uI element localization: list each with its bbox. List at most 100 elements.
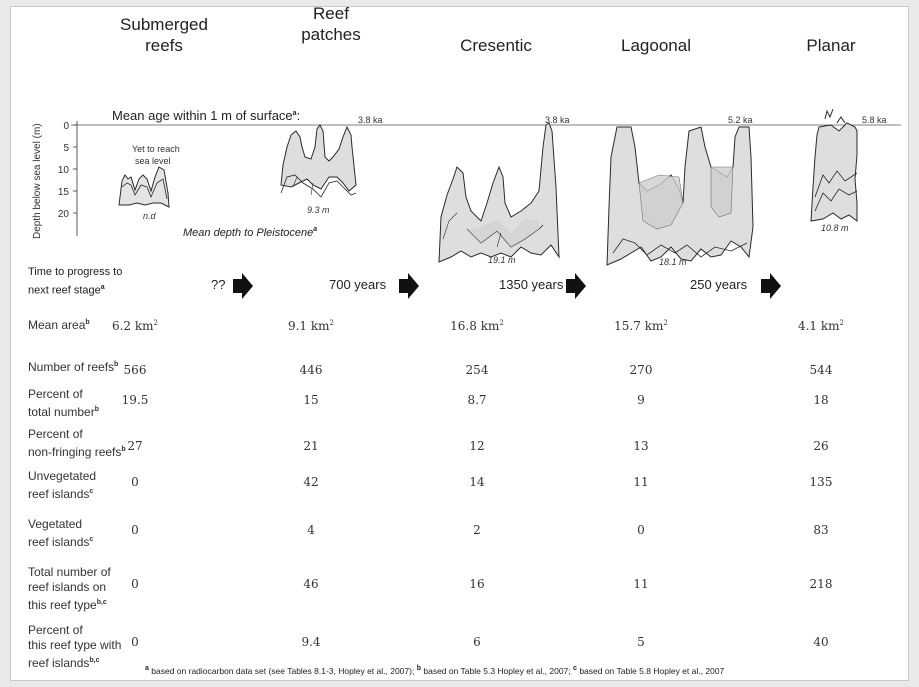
cresentic-profile — [438, 122, 560, 263]
row-label-line: reef islands on — [28, 580, 107, 594]
table-cell: 0 — [95, 635, 175, 649]
table-cell: 13 — [601, 439, 681, 453]
stage-title-patches: Reef patches — [276, 3, 386, 45]
row-label: Percent of non-fringing reefsb — [28, 427, 126, 460]
footnote-marker: a — [100, 284, 105, 291]
table-cell: 0 — [95, 577, 175, 591]
cell-value: 270 — [629, 363, 653, 377]
row-label: Unvegetated reef islandsc — [28, 469, 96, 502]
submerged-note: sea level — [135, 156, 171, 166]
unit-superscript: 2 — [663, 319, 668, 327]
row-label-line: Mean area — [28, 318, 86, 332]
cell-value: 254 — [465, 363, 489, 377]
row-label-line-wrap: reef islandsc — [28, 484, 96, 502]
depth-tick-label: 15 — [58, 187, 70, 198]
cell-value: 0 — [131, 635, 139, 649]
depth-label-planar: 10.8 m — [821, 223, 849, 233]
depth-tick-label: 5 — [63, 143, 69, 154]
cell-value: 9 — [637, 393, 645, 407]
cell-value: 4.1 km — [797, 319, 840, 333]
age-label-patches: 3.8 ka — [358, 115, 383, 125]
table-cell: 6 — [437, 635, 517, 649]
age-label-cresentic: 3.8 ka — [545, 115, 570, 125]
figure-card: Submerged reefs Reef patches Cresentic L… — [10, 3, 909, 681]
footnote-marker: b,c — [96, 599, 107, 606]
cell-value: 6.2 km — [111, 319, 154, 333]
stage-title-line: Submerged — [120, 15, 208, 34]
row-label-line: Vegetated — [28, 517, 83, 531]
row-label-line-wrap: total numberb — [28, 402, 99, 420]
table-cell: 0 — [95, 475, 175, 489]
unit-superscript: 2 — [499, 319, 504, 327]
unit-superscript: 2 — [839, 319, 845, 327]
reef-cross-section-diagram: 0 5 10 15 20 Depth below sea level (m) M… — [32, 108, 901, 267]
table-cell: 16.8 km2 — [437, 319, 517, 333]
stage-title-cresentic: Cresentic — [436, 35, 556, 56]
table-cell: 46 — [271, 577, 351, 591]
cell-value: 26 — [813, 439, 829, 453]
cell-value: 2 — [473, 523, 481, 537]
row-label-line: Percent of — [28, 427, 83, 441]
row-label-line: Percent of — [28, 623, 83, 637]
table-cell: 18 — [781, 393, 861, 407]
cell-value: 16 — [469, 577, 485, 591]
cell-value: 5 — [637, 635, 645, 649]
footnote-marker: c — [573, 665, 577, 672]
progress-arrow-icon — [399, 273, 419, 299]
footnote-marker: b — [114, 361, 119, 368]
row-label: Vegetated reef islandsc — [28, 517, 93, 550]
cell-value: 46 — [303, 577, 319, 591]
footnote-marker: c — [89, 488, 94, 495]
table-cell: 26 — [781, 439, 861, 453]
cell-value: 15.7 km — [614, 319, 664, 333]
row-label-line: total number — [28, 405, 95, 419]
table-cell: 83 — [781, 523, 861, 537]
progress-arrow-icon — [233, 273, 253, 299]
age-label-planar: 5.8 ka — [862, 115, 887, 125]
row-label-line-wrap: reef islandsb,c — [28, 653, 121, 671]
depth-label-cresentic: 19.1 m — [488, 255, 516, 265]
table-cell: 254 — [437, 363, 517, 377]
submerged-note: Yet to reach — [132, 144, 180, 154]
stage-title-line: patches — [301, 25, 361, 44]
cell-value: 9.4 — [301, 635, 321, 649]
progress-arrow-icon — [761, 273, 781, 299]
row-label-line-wrap: this reef typeb,c — [28, 595, 111, 613]
row-label-line-wrap: Mean areab — [28, 315, 90, 333]
reef-patches-profile — [280, 124, 357, 198]
stage-title-planar: Planar — [781, 35, 881, 56]
cell-value: 0 — [131, 577, 139, 591]
cell-value: 544 — [809, 363, 833, 377]
mean-depth-label: Mean depth to Pleistocenea — [183, 226, 317, 239]
row-label-line: reef islands — [28, 535, 90, 549]
depth-label-lagoonal: 18.1 m — [659, 257, 687, 267]
table-cell: 27 — [95, 439, 175, 453]
table-cell: 270 — [601, 363, 681, 377]
cell-value: 6 — [473, 635, 481, 649]
cell-value: 16.8 km — [450, 319, 500, 333]
progress-label-line: Time to progress to — [28, 266, 123, 278]
table-cell: 5 — [601, 635, 681, 649]
progress-label-line: next reef stage — [28, 284, 101, 297]
table-cell: 14 — [437, 475, 517, 489]
footnote-marker: c — [89, 536, 94, 543]
age-label-lagoonal: 5.2 ka — [728, 115, 753, 125]
table-cell: 135 — [781, 475, 861, 489]
footnotes: a based on radiocarbon data set (see Tab… — [145, 665, 724, 676]
row-label-line: Percent of — [28, 387, 83, 401]
stage-title-line: Lagoonal — [621, 36, 691, 55]
row-label-line-wrap: non-fringing reefsb — [28, 442, 126, 460]
mean-age-label: Mean age within 1 m of surfacea: — [112, 108, 300, 123]
table-cell: 566 — [95, 363, 175, 377]
table-cell: 9 — [601, 393, 681, 407]
depth-label-patches: 9.3 m — [307, 205, 330, 215]
row-label-line-wrap: reef islandsc — [28, 532, 93, 550]
row-label-line: reef islands — [28, 656, 90, 670]
table-cell: 6.2 km2 — [95, 319, 175, 333]
cell-value: 11 — [633, 475, 649, 489]
cell-value: 19.5 — [121, 393, 149, 407]
table-cell: 4.1 km2 — [781, 319, 861, 333]
row-label: Percent of total numberb — [28, 387, 99, 420]
row-label: Mean areab — [28, 315, 90, 333]
